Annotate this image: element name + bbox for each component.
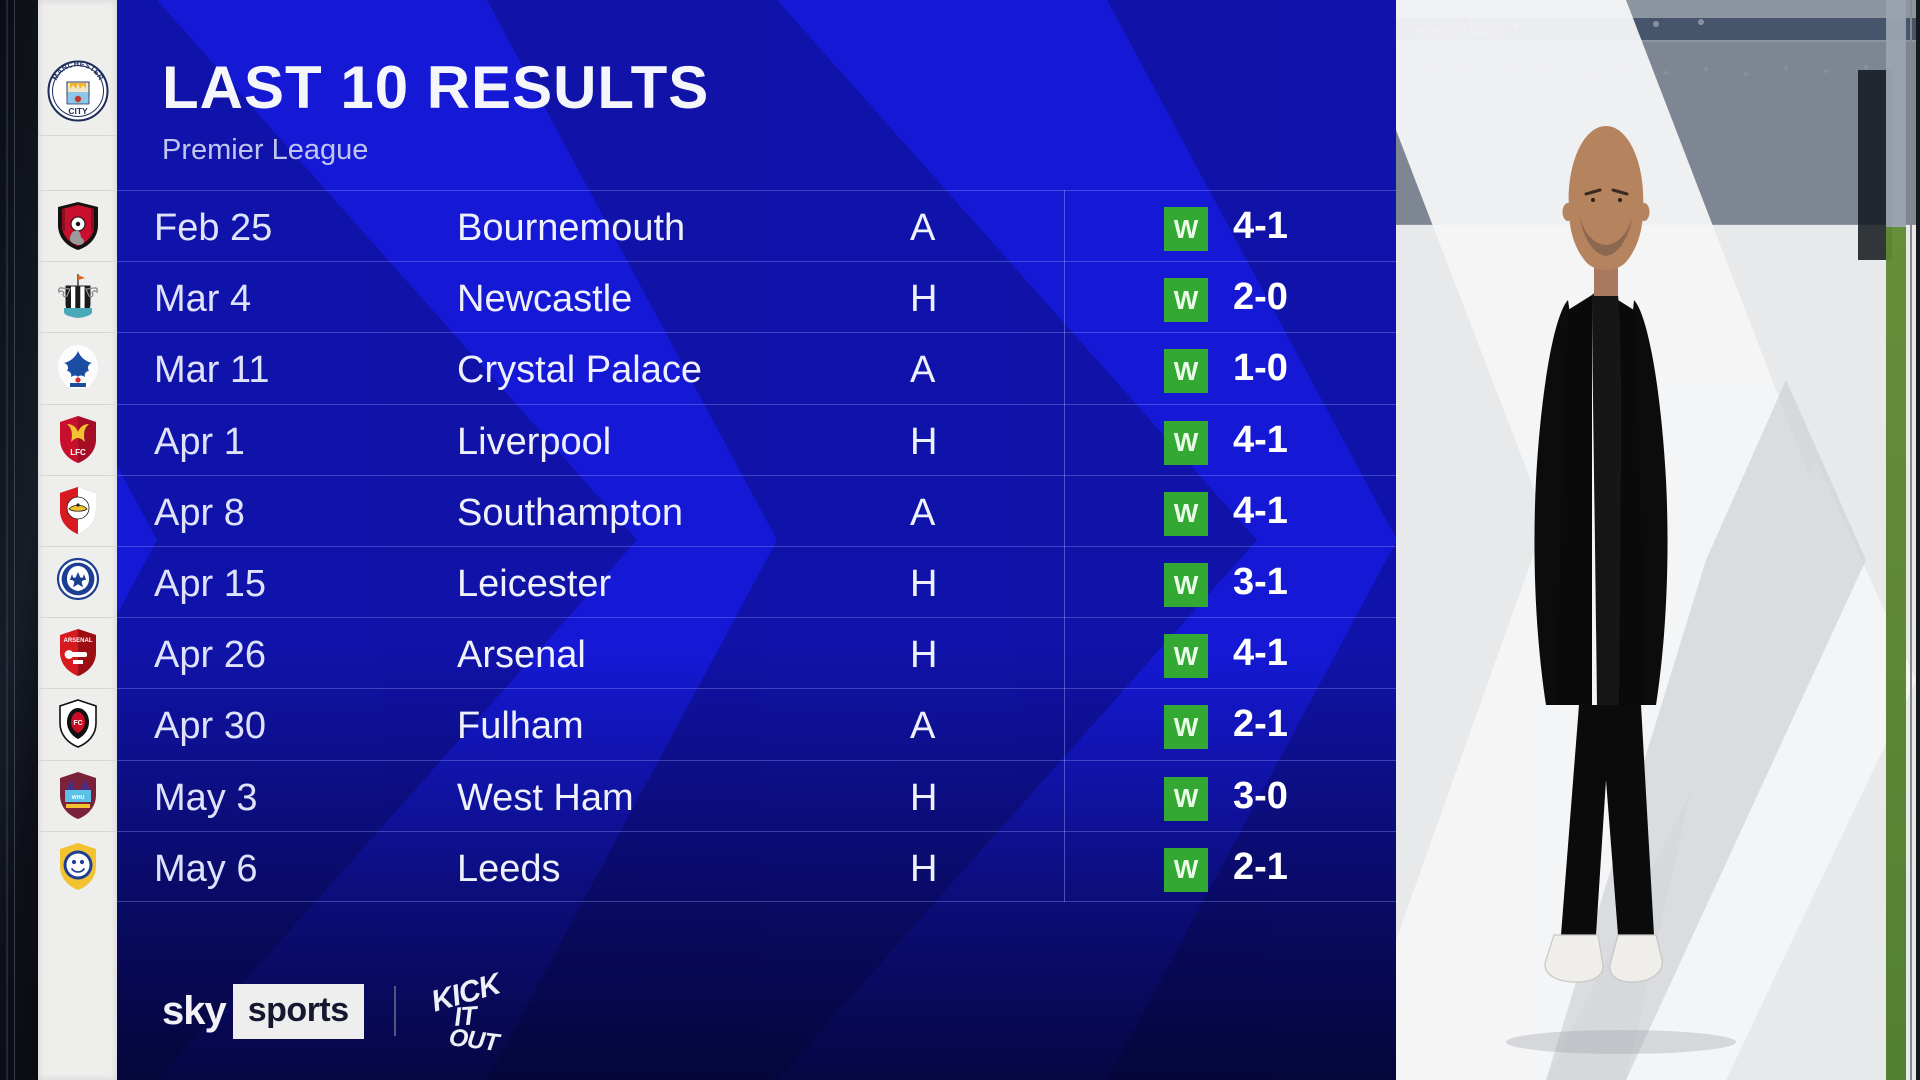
svg-text:OUT: OUT — [447, 1024, 502, 1055]
svg-text:FC: FC — [73, 720, 82, 727]
svg-text:LFC: LFC — [70, 448, 86, 457]
svg-text:ARSENAL: ARSENAL — [63, 638, 92, 644]
svg-text:CITY: CITY — [68, 106, 88, 116]
svg-text:WHU: WHU — [71, 795, 84, 801]
